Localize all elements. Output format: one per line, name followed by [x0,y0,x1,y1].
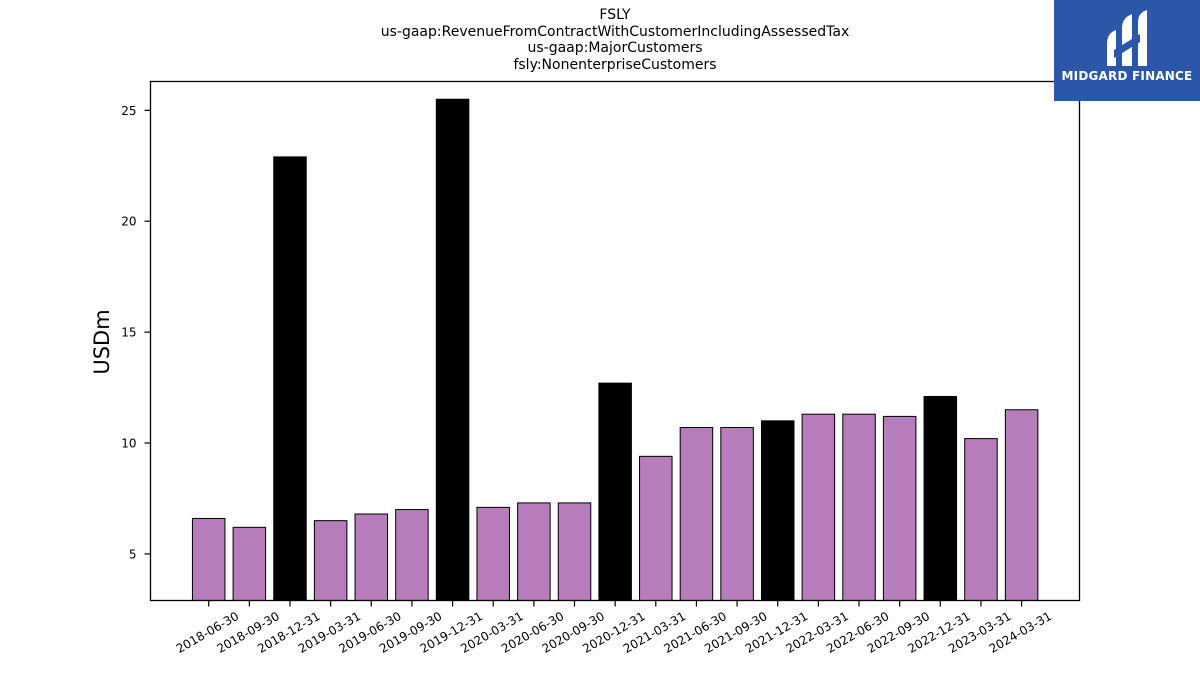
bar-2021-06-30 [679,427,714,601]
bar-2020-03-31 [476,506,510,602]
bar-2019-03-31 [313,520,348,602]
logo-text: MIDGARD FINANCE [1061,69,1193,83]
bar-2024-03-31 [1004,409,1039,601]
bar-2021-03-31 [639,455,673,602]
midgard-finance-logo: MIDGARD FINANCE [1054,0,1200,101]
bars-group [191,98,1039,602]
bar-2019-12-31 [435,98,470,601]
y-tick-label: 20 [121,215,136,229]
y-axis-label: USDm [90,309,114,374]
y-tick-label: 25 [121,104,136,118]
bar-2020-06-30 [517,502,551,601]
y-tick-label: 5 [129,547,137,561]
bar-2019-09-30 [395,509,429,602]
bar-2019-06-30 [354,513,389,601]
bar-2020-09-30 [557,502,592,601]
y-tick-label: 10 [121,437,136,451]
chart-title-line-4: fsly:NonenterpriseCustomers [513,56,717,73]
logo-mark-icon [1107,10,1147,66]
bar-2023-03-31 [964,438,998,602]
bar-2022-03-31 [801,413,836,602]
chart-title-line-2: us-gaap:RevenueFromContractWithCustomerI… [380,23,850,40]
bar-2018-06-30 [191,517,226,602]
y-axis: 5 10 15 20 25 [121,104,151,561]
bar-2018-12-31 [273,156,307,602]
chart-title-line-1: FSLY [599,7,631,23]
bar-2021-12-31 [760,420,795,601]
bar-2018-09-30 [232,526,267,601]
bar-2022-06-30 [842,413,876,602]
bar-2021-09-30 [720,427,754,601]
y-tick-label: 15 [121,326,136,340]
x-axis: 2018-06-302018-09-302018-12-312019-03-31… [174,600,1054,656]
chart-title-line-3: us-gaap:MajorCustomers [527,40,703,56]
bar-2020-12-31 [598,382,632,601]
bar-2022-09-30 [882,415,917,601]
bar-2022-12-31 [923,395,958,602]
